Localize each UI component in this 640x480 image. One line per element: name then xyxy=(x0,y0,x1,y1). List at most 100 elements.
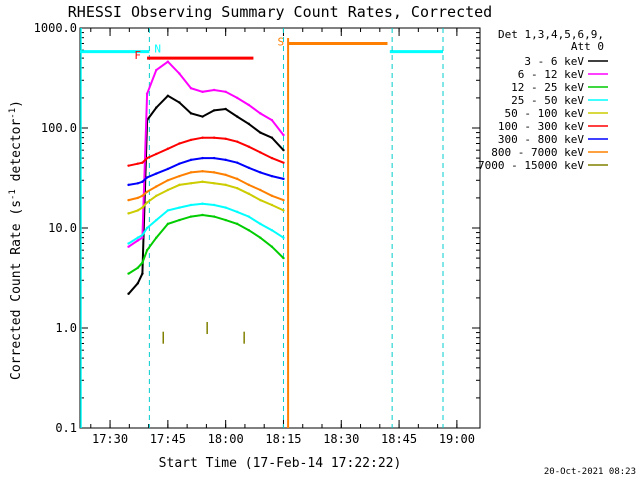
series-3-point xyxy=(212,203,216,207)
series-3-point xyxy=(141,233,144,237)
series-5-point xyxy=(189,138,193,142)
series-4-point xyxy=(259,198,262,202)
series-1-point xyxy=(136,239,140,242)
series-5-point xyxy=(178,142,181,145)
series-3-point xyxy=(236,210,239,214)
series-4-line xyxy=(128,180,284,215)
series-2-point xyxy=(141,261,144,264)
legend-entry-label: 6 - 12 keV xyxy=(518,68,585,81)
series-6-point xyxy=(212,156,216,160)
series-2-point xyxy=(155,236,158,239)
series-7-point xyxy=(136,196,140,200)
legend-entry-label: 800 - 7000 keV xyxy=(491,146,584,159)
series-4-point xyxy=(212,182,216,185)
series-7-point xyxy=(236,177,239,181)
series-0-point xyxy=(136,282,140,285)
series-4-point xyxy=(127,212,130,215)
series-2-point xyxy=(178,218,181,222)
series-1-point xyxy=(189,87,193,90)
series-0-point xyxy=(127,292,130,295)
series-0-point xyxy=(224,107,227,111)
series-5-point xyxy=(270,156,274,160)
series-5-point xyxy=(155,152,158,156)
series-2-point xyxy=(224,218,227,222)
series-4-point xyxy=(201,180,204,183)
series-6-point xyxy=(166,167,170,171)
series-0-point xyxy=(141,272,144,275)
x-tick-label: 17:30 xyxy=(92,432,128,446)
plot-frame xyxy=(79,27,481,429)
series-6-point xyxy=(155,172,158,175)
legend-header-2: Att 0 xyxy=(571,40,604,53)
series-1-point xyxy=(224,90,227,94)
legend-entry-label: 100 - 300 keV xyxy=(498,120,584,133)
series-1-line xyxy=(128,60,285,248)
series-1-point xyxy=(247,103,250,107)
series-1-point xyxy=(270,118,274,122)
x-tick-label: 18:30 xyxy=(323,432,359,446)
series-5-line xyxy=(128,136,284,167)
series-2-point xyxy=(201,213,204,217)
series-1-point xyxy=(178,72,181,75)
series-1-point xyxy=(166,60,170,63)
series-7-point xyxy=(166,179,170,182)
series-0 xyxy=(127,94,285,295)
series-3-line xyxy=(128,202,285,245)
series-1-point xyxy=(212,88,216,92)
series-6-point xyxy=(282,177,285,181)
series-1-point xyxy=(127,245,130,248)
series-7-point xyxy=(145,190,149,194)
series-6-point xyxy=(224,158,227,162)
series-3-point xyxy=(201,202,204,205)
series-3-point xyxy=(127,242,130,245)
series-2-line xyxy=(128,213,285,275)
series-7-line xyxy=(128,170,284,202)
series-0-point xyxy=(201,115,204,118)
series-2-point xyxy=(236,222,239,226)
series-3-point xyxy=(189,203,193,207)
series-6-point xyxy=(259,171,262,174)
series-0-point xyxy=(282,148,285,152)
series-0-point xyxy=(236,115,239,118)
series-5 xyxy=(127,136,285,167)
series-2-point xyxy=(166,222,170,226)
legend-entry-label: 50 - 100 keV xyxy=(505,107,585,120)
series-0-line xyxy=(127,94,285,295)
series-0-point xyxy=(166,94,170,97)
series-4-point xyxy=(224,183,227,187)
series-0-point xyxy=(155,106,158,109)
series-8 xyxy=(162,322,245,344)
series-4-point xyxy=(282,209,285,212)
series-5-point xyxy=(201,136,204,139)
legend-entry-label: 300 - 800 keV xyxy=(498,133,584,146)
series-3-point xyxy=(270,229,274,232)
series-3-point xyxy=(247,215,250,218)
series-7 xyxy=(127,169,285,202)
series-2-point xyxy=(189,215,193,218)
series-7-point xyxy=(224,173,227,177)
x-tick-label: 18:45 xyxy=(381,432,417,446)
series-4 xyxy=(127,180,285,215)
series-3-point xyxy=(224,206,227,209)
series-2 xyxy=(127,213,285,275)
series-6-point xyxy=(189,158,193,162)
series-2-point xyxy=(212,215,216,218)
series-4-point xyxy=(145,201,149,204)
series-3-point xyxy=(282,236,285,239)
series-5-point xyxy=(212,136,216,139)
series-7-point xyxy=(127,198,130,202)
flare-label: F xyxy=(134,49,141,62)
series-6-point xyxy=(201,156,204,160)
series-6-point xyxy=(178,162,181,165)
series-1-point xyxy=(141,236,144,239)
series-7-point xyxy=(189,171,193,174)
chart-title: RHESSI Observing Summary Count Rates, Co… xyxy=(68,3,492,21)
series-7-point xyxy=(247,183,250,187)
series-5-point xyxy=(247,145,250,148)
series-7-point xyxy=(212,171,216,174)
series-6-point xyxy=(236,161,239,164)
x-axis-label: Start Time (17-Feb-14 17:22:22) xyxy=(159,456,402,471)
series-5-point xyxy=(166,147,170,150)
